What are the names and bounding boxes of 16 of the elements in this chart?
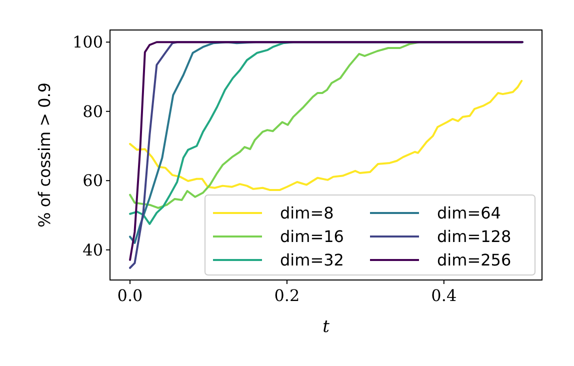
line-series: [129, 80, 523, 191]
legend-label: dim=64: [437, 204, 501, 223]
x-tick-label: 0.4: [431, 286, 457, 305]
legend-label: dim=256: [437, 250, 512, 270]
x-axis-title: t: [322, 317, 330, 337]
x-tick-label: 0.2: [274, 286, 300, 305]
legend-label: dim=16: [280, 227, 344, 246]
legend-label: dim=128: [437, 227, 512, 246]
legend-label: dim=32: [280, 250, 344, 270]
y-tick-label: 60: [82, 171, 103, 190]
legend-label: dim=8: [280, 204, 334, 223]
y-tick-label: 40: [82, 240, 103, 260]
y-tick-label: 80: [82, 102, 103, 121]
x-tick-label: 0.0: [117, 286, 143, 305]
y-axis-title: % of cossim > 0.9: [35, 82, 54, 228]
y-tick-label: 100: [72, 32, 103, 52]
